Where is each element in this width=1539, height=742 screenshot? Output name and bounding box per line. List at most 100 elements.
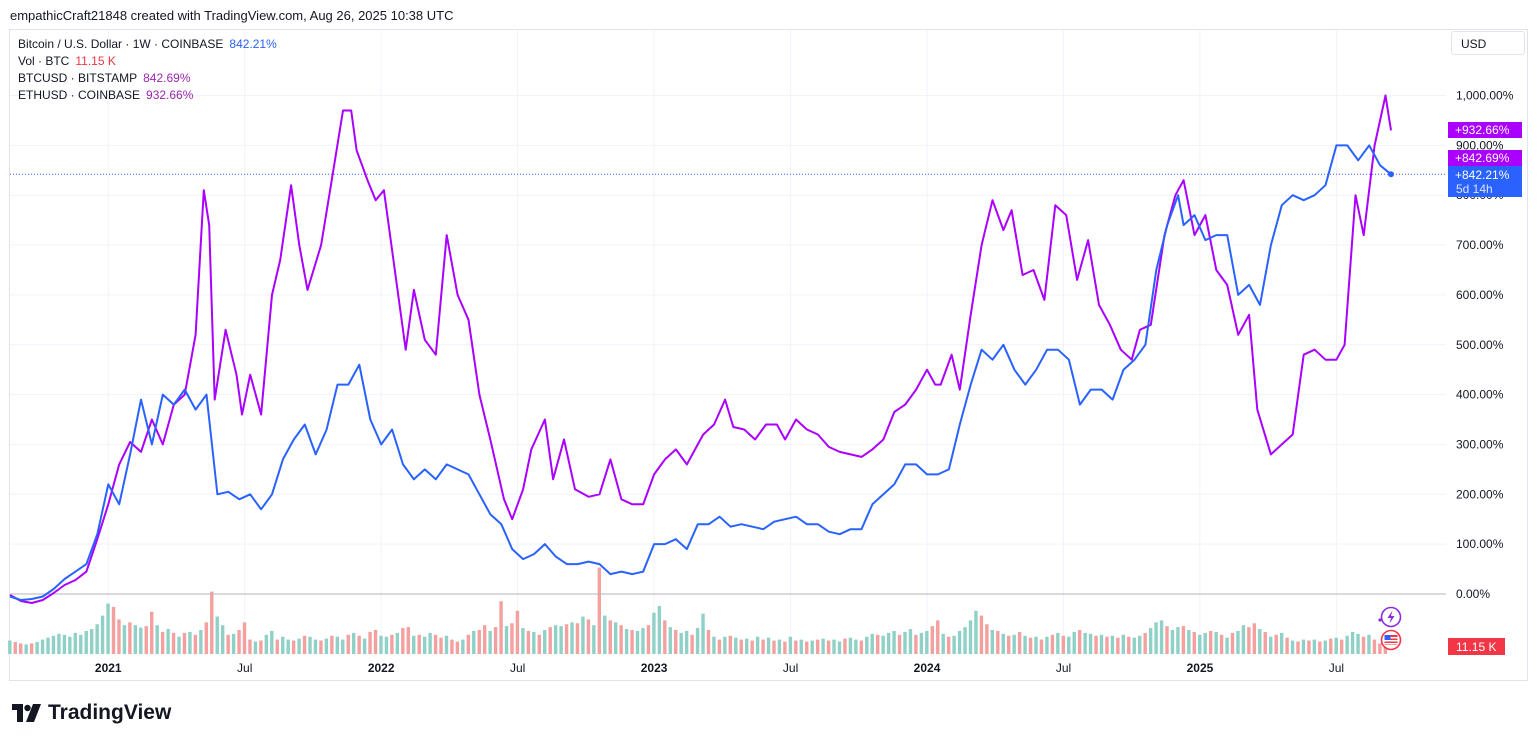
tradingview-brand[interactable]: TradingView <box>12 700 171 726</box>
legend-row-btc-coinbase[interactable]: Bitcoin / U.S. Dollar · 1W · COINBASE 842… <box>18 36 277 53</box>
volume-bar <box>996 630 1000 654</box>
chart-frame <box>9 29 1528 681</box>
btc-coinbase-price-tag-text: +842.21% <box>1455 168 1510 182</box>
volume-bar <box>876 634 880 654</box>
volume-bar <box>930 626 934 654</box>
eth-price-tag <box>1448 122 1522 138</box>
y-tick-label: 300.00% <box>1456 437 1504 451</box>
volume-bar <box>630 630 634 654</box>
volume-bar <box>532 631 536 654</box>
volume-bar <box>1094 635 1098 654</box>
volume-bar <box>95 624 99 654</box>
volume-bar <box>1214 631 1218 654</box>
btc-coinbase-price-tag <box>1448 166 1522 197</box>
lightning-icon[interactable] <box>1378 606 1402 628</box>
volume-bar <box>1187 630 1191 654</box>
volume-bar <box>1301 639 1306 654</box>
volume-bar <box>559 626 563 654</box>
volume-bar <box>859 640 864 654</box>
volume-bar <box>1345 635 1349 654</box>
volume-bar <box>412 635 416 654</box>
volume-bar <box>111 606 116 654</box>
volume-bar <box>985 624 989 654</box>
btc-bitstamp-price-tag-text: +842.69% <box>1455 151 1510 165</box>
volume-bar <box>581 616 585 654</box>
volume-bar <box>1110 635 1115 654</box>
y-tick-label: 200.00% <box>1456 487 1504 501</box>
volume-bar <box>428 632 432 654</box>
volume-bar <box>941 633 945 654</box>
volume-bar <box>783 641 787 654</box>
volume-bar <box>968 620 973 654</box>
x-tick-label: 2025 <box>1187 661 1214 675</box>
volume-bar <box>1192 631 1196 654</box>
volume-bar <box>821 638 825 654</box>
legend-label: Vol · BTC <box>18 54 70 68</box>
volume-bar <box>488 630 492 654</box>
volume-bar <box>455 641 460 654</box>
currency-button[interactable]: USD <box>1451 31 1525 55</box>
y-tick-label: 900.00% <box>1456 138 1504 152</box>
x-tick-label: Jul <box>1329 661 1344 675</box>
x-tick-label: Jul <box>1056 661 1071 675</box>
volume-bar <box>663 620 667 654</box>
volume-bar <box>1127 636 1131 654</box>
volume-bar <box>253 641 258 654</box>
volume-bar <box>1165 626 1169 654</box>
y-tick-label: 1,000.00% <box>1456 89 1514 103</box>
volume-bar <box>744 638 749 654</box>
volume-bar <box>259 640 263 654</box>
volume-bar <box>592 625 596 654</box>
volume-bar <box>504 626 509 654</box>
legend-row-eth-coinbase[interactable]: ETHUSD · COINBASE 932.66% <box>18 87 277 104</box>
volume-bar <box>674 630 678 654</box>
volume-bar <box>865 636 869 654</box>
volume-bar <box>1312 639 1317 654</box>
volume-bar <box>1296 641 1300 654</box>
price-axis[interactable]: 0.00% 100.00% 200.00% 300.00% 400.00% 500.00%… <box>1456 89 1514 602</box>
x-tick-label: Jul <box>237 661 252 675</box>
legend-row-volume[interactable]: Vol · BTC 11.15 K <box>18 53 277 70</box>
volume-tag-text: 11.15 K <box>1456 640 1496 654</box>
volume-bar <box>652 612 656 654</box>
volume-bar <box>193 634 198 654</box>
volume-bar <box>384 636 389 654</box>
price-tags: +932.66% +842.69% +842.21% 5d 14h 11.15 … <box>1448 122 1522 655</box>
time-axis[interactable]: 2021 Jul 2022 Jul 2023 Jul 2024 Jul 2025 Jul <box>95 661 1344 675</box>
eth-price-tag-text: +932.66% <box>1455 123 1510 137</box>
volume-bar <box>1318 641 1322 654</box>
volume-bar <box>679 632 683 654</box>
volume-bar <box>1263 631 1267 654</box>
volume-bar <box>472 630 476 654</box>
volume-bar <box>761 639 765 654</box>
volume-bar <box>177 636 181 654</box>
volume-bar <box>1247 627 1251 654</box>
volume-bar <box>275 639 279 654</box>
volume-bar <box>1307 640 1311 654</box>
volume-bar <box>706 630 711 654</box>
volume-bar <box>270 630 274 654</box>
volume-bar <box>805 641 809 654</box>
volume-bar <box>1121 634 1126 654</box>
price-series <box>9 94 1394 604</box>
volume-bar <box>319 640 323 654</box>
volume-bar <box>1219 634 1224 654</box>
last-point-marker <box>1388 171 1394 178</box>
volume-bar <box>493 627 498 654</box>
volume-bar <box>641 628 645 654</box>
volume-bar <box>1290 640 1295 654</box>
volume-bar <box>297 638 301 654</box>
volume-bar <box>684 630 689 654</box>
volume-bar <box>395 632 400 654</box>
brand-name: TradingView <box>48 701 172 724</box>
legend-row-btc-bitstamp[interactable]: BTCUSD · BITSTAMP 842.69% <box>18 70 277 87</box>
volume-bar <box>242 622 247 654</box>
volume-bar <box>308 636 312 654</box>
volume-bar <box>79 634 83 654</box>
volume-bar <box>450 639 454 654</box>
us-flag-icon[interactable] <box>1380 629 1402 651</box>
volume-bar <box>739 639 743 654</box>
volume-bar <box>1203 632 1207 654</box>
volume-bar <box>832 639 836 654</box>
